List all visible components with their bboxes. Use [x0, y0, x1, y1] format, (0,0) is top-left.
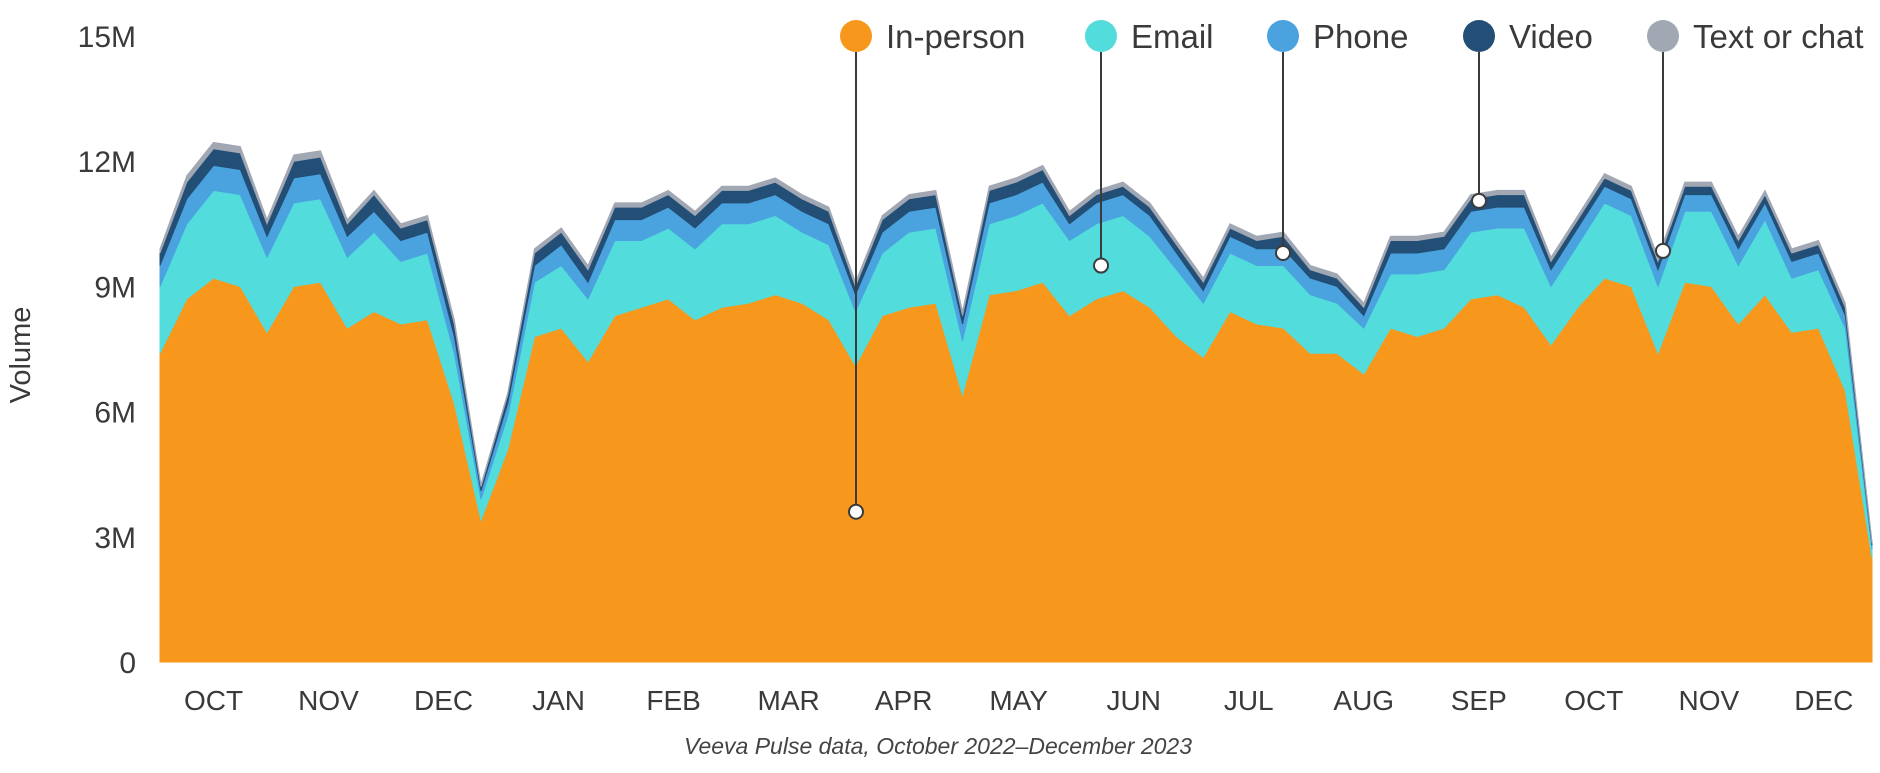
legend: In-person Email Phone Video Text or chat — [840, 18, 1864, 55]
y-tick-label: 3M — [94, 522, 136, 555]
callout-dot — [1471, 192, 1487, 209]
x-tick-label: FEB — [646, 685, 700, 716]
callout-dot — [1275, 245, 1291, 262]
x-tick-label: MAR — [758, 685, 820, 716]
y-axis-ticks: 0 3M 6M 9M 12M 15M — [78, 21, 136, 680]
x-tick-label: OCT — [184, 685, 243, 716]
legend-label: Phone — [1313, 18, 1408, 55]
x-tick-label: DEC — [414, 685, 473, 716]
callout-dot — [1655, 242, 1671, 259]
legend-marker — [1647, 20, 1679, 52]
legend-marker — [840, 20, 872, 52]
y-tick-label: 9M — [94, 271, 136, 304]
legend-marker — [1085, 20, 1117, 52]
legend-label: Video — [1509, 18, 1593, 55]
legend-label: Text or chat — [1693, 18, 1864, 55]
legend-label: In-person — [886, 18, 1025, 55]
area-series-group — [159, 141, 1873, 663]
legend-marker — [1463, 20, 1495, 52]
x-tick-label: AUG — [1333, 685, 1394, 716]
chart-caption: Veeva Pulse data, October 2022–December … — [684, 733, 1192, 759]
y-tick-label: 15M — [78, 21, 136, 54]
x-tick-label: JAN — [532, 685, 585, 716]
callout-dot — [848, 503, 864, 520]
y-tick-label: 0 — [119, 647, 136, 680]
x-tick-label: NOV — [298, 685, 359, 716]
y-tick-label: 6M — [94, 397, 136, 430]
x-tick-label: NOV — [1678, 685, 1739, 716]
legend-callouts — [848, 52, 1671, 520]
x-tick-label: OCT — [1564, 685, 1623, 716]
x-tick-label: MAY — [989, 685, 1048, 716]
y-tick-label: 12M — [78, 146, 136, 179]
area-text-or-chat — [159, 141, 1873, 544]
x-tick-label: JUN — [1106, 685, 1160, 716]
legend-marker — [1267, 20, 1299, 52]
x-tick-label: APR — [875, 685, 933, 716]
area-in-person — [159, 277, 1873, 663]
x-tick-label: SEP — [1451, 685, 1507, 716]
x-tick-label: JUL — [1224, 685, 1274, 716]
x-tick-label: DEC — [1794, 685, 1853, 716]
y-axis-title: Volume — [5, 307, 37, 404]
x-axis-ticks: OCT NOV DEC JAN FEB MAR APR MAY JUN JUL AUG SEP OCT N… — [184, 685, 1853, 716]
callout-dot — [1093, 257, 1109, 274]
legend-label: Email — [1131, 18, 1214, 55]
